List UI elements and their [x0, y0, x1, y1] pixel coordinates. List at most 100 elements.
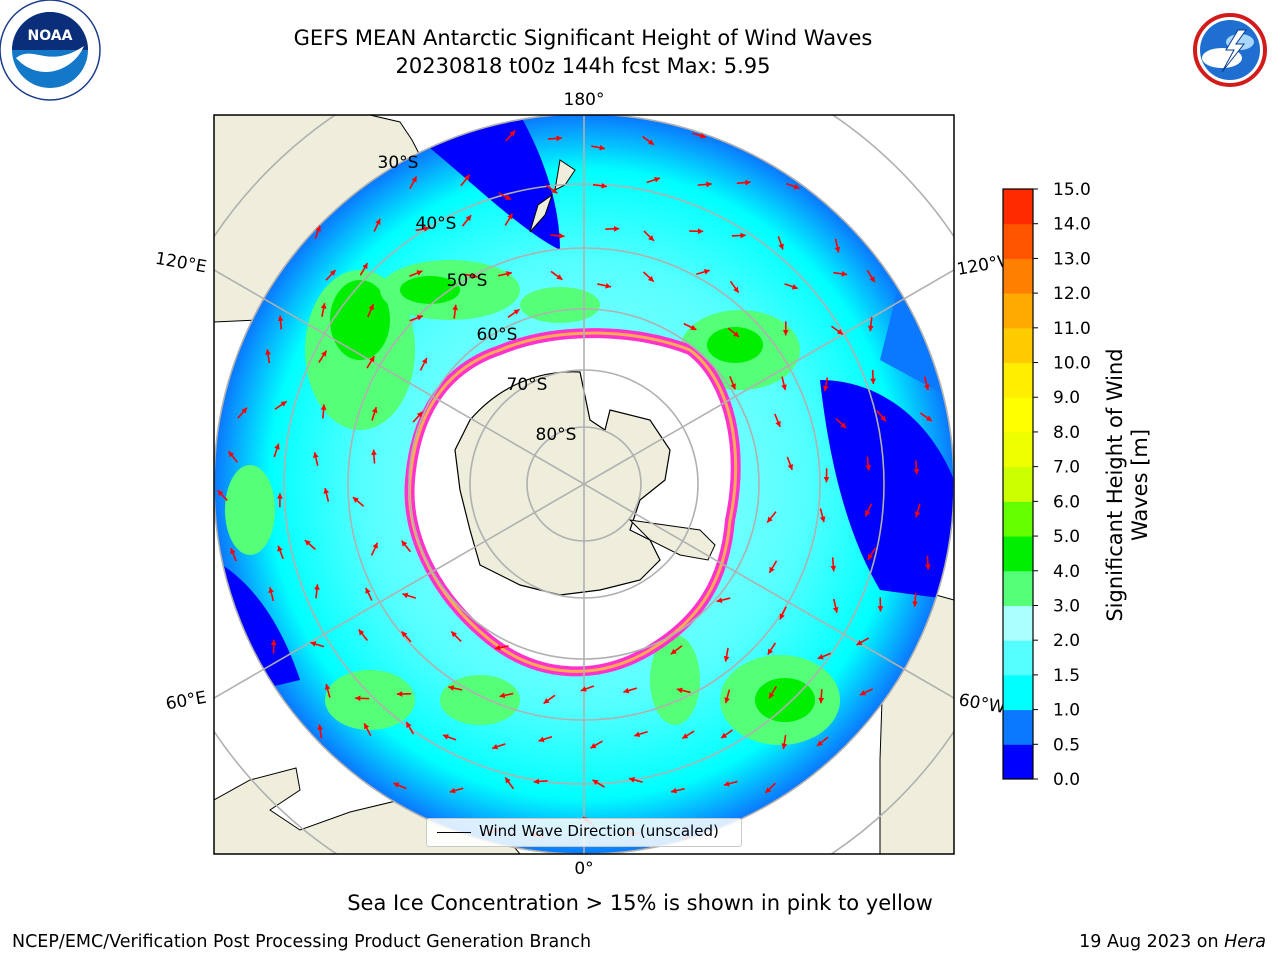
wind-wave-arrow: [409, 315, 424, 322]
wind-wave-arrow: [227, 450, 238, 463]
wind-wave-arrow: [696, 269, 710, 275]
wind-wave-arrow: [318, 350, 328, 363]
wind-wave-arrow: [782, 321, 789, 336]
wind-wave-arrow: [268, 587, 275, 602]
chart-subtitle: 20230818 t00z 144h fcst Max: 5.95: [395, 54, 771, 78]
wind-wave-arrow: [366, 355, 376, 369]
colorbar-segment: [1003, 258, 1033, 294]
wind-wave-arrow: [720, 729, 734, 739]
colorbar-tick-label: 4.0: [1053, 562, 1080, 582]
wind-wave-arrow: [692, 132, 707, 139]
wind-wave-arrow: [764, 782, 777, 794]
wind-wave-arrow: [646, 176, 661, 184]
colorbar-segment: [1003, 709, 1033, 745]
colorbar-segment: [1003, 431, 1033, 468]
wind-wave-arrow: [913, 460, 920, 475]
wind-wave-arrow: [463, 273, 478, 279]
lon-label-180: 180°: [564, 90, 605, 110]
wind-wave-arrow: [642, 135, 655, 146]
colorbar-tick-label: 13.0: [1053, 249, 1091, 269]
wind-wave-arrow: [237, 407, 248, 419]
lat-label-60s: 60°S: [477, 325, 518, 345]
legend-label: Wind Wave Direction (unscaled): [479, 822, 719, 840]
wind-wave-arrow: [320, 302, 327, 317]
colorbar-tick-label: 1.5: [1053, 666, 1080, 686]
lon-label-120e: 120°E: [154, 249, 208, 278]
colorbar-segment: [1003, 536, 1033, 572]
wind-wave-arrow: [727, 327, 740, 338]
wind-wave-arrow: [830, 557, 837, 572]
wind-wave-arrow: [877, 597, 884, 612]
wind-wave-arrow: [729, 280, 740, 294]
wind-wave-arrow: [461, 214, 472, 227]
wind-wave-arrow: [643, 230, 655, 242]
wind-wave-arrow: [370, 542, 379, 556]
wind-wave-arrow: [683, 322, 697, 331]
wind-wave-arrow: [914, 503, 921, 518]
colorbar-segment: [1003, 327, 1033, 364]
wind-wave-arrow: [919, 412, 933, 422]
wind-wave-arrow: [823, 468, 830, 483]
wind-wave-arrow: [550, 270, 563, 281]
colorbar-segment: [1003, 293, 1033, 329]
wind-wave-arrow: [867, 547, 877, 561]
wind-wave-arrow: [504, 213, 514, 226]
wind-wave-arrow: [731, 232, 746, 239]
wind-wave-arrow: [634, 730, 648, 738]
colorbar-tick-label: 3.0: [1053, 596, 1080, 616]
wind-wave-arrow: [450, 630, 462, 643]
wind-wave-arrow: [784, 283, 799, 290]
wind-wave-arrow: [867, 317, 874, 332]
wind-wave-arrow: [856, 637, 870, 646]
colorbar-segment: [1003, 744, 1033, 780]
footer-machine: Hera: [1224, 932, 1266, 952]
wind-wave-arrow: [304, 539, 316, 550]
footer-date: 19 Aug 2023 on Hera: [1079, 932, 1266, 952]
wind-wave-arrows: [216, 130, 933, 848]
colorbar: 0.0 0.5 1.0 1.5 2.0 3.0 4.0 5.0 6.0 7.0 8.0 9.0 10.0…: [1002, 180, 1091, 790]
wind-wave-arrow: [832, 598, 839, 613]
wind-wave-arrow: [365, 587, 373, 601]
wind-wave-arrow: [786, 456, 794, 471]
wind-wave-arrow: [359, 262, 369, 276]
wind-wave-arrow: [505, 130, 516, 142]
wind-wave-arrow: [833, 270, 848, 277]
wind-wave-arrow: [697, 181, 712, 188]
wind-wave-arrow: [273, 443, 280, 458]
wind-wave-arrow: [716, 597, 731, 603]
wind-wave-arrow: [460, 174, 471, 187]
colorbar-segment: [1003, 570, 1033, 606]
wind-wave-arrow: [310, 641, 325, 648]
colorbar-label-line1: Significant Height of Wind: [1103, 348, 1127, 622]
wind-wave-arrow: [373, 218, 381, 232]
wind-wave-arrow: [277, 493, 283, 508]
wind-wave-arrow: [538, 735, 553, 743]
wind-wave-arrow: [317, 724, 323, 739]
wind-wave-arrow: [324, 683, 331, 698]
nws-logo: [1182, 2, 1278, 98]
wind-wave-arrow: [676, 687, 691, 694]
wind-wave-arrow: [822, 377, 829, 392]
wind-wave-arrow: [401, 540, 412, 553]
wind-wave-arrow: [819, 508, 826, 523]
wind-wave-arrow: [352, 496, 365, 507]
colorbar-tick-label: 1.0: [1053, 701, 1080, 721]
colorbar-tick-label: 9.0: [1053, 388, 1080, 408]
wind-wave-arrow: [923, 376, 930, 391]
wind-wave-arrow: [270, 639, 277, 654]
wind-wave-arrow: [670, 787, 685, 794]
wind-wave-arrow: [314, 225, 321, 240]
colorbar-label: Significant Height of Wind Waves [m]: [1103, 348, 1153, 621]
wind-wave-arrow: [591, 144, 606, 151]
colorbar-border: [1002, 188, 1034, 780]
wind-wave-arrow: [816, 736, 829, 747]
map-legend: Wind Wave Direction (unscaled): [426, 818, 742, 847]
footer-branch: NCEP/EMC/Verification Post Processing Pr…: [12, 932, 592, 952]
wind-wave-arrow: [507, 308, 520, 319]
wind-wave-arrow: [449, 787, 464, 794]
colorbar-tick-label: 10.0: [1053, 354, 1091, 374]
colorbar-segment: [1003, 397, 1033, 433]
wind-wave-arrow: [452, 304, 459, 319]
sea-ice-note: Sea Ice Concentration > 15% is shown in …: [347, 891, 933, 915]
wind-wave-arrow: [834, 238, 841, 253]
